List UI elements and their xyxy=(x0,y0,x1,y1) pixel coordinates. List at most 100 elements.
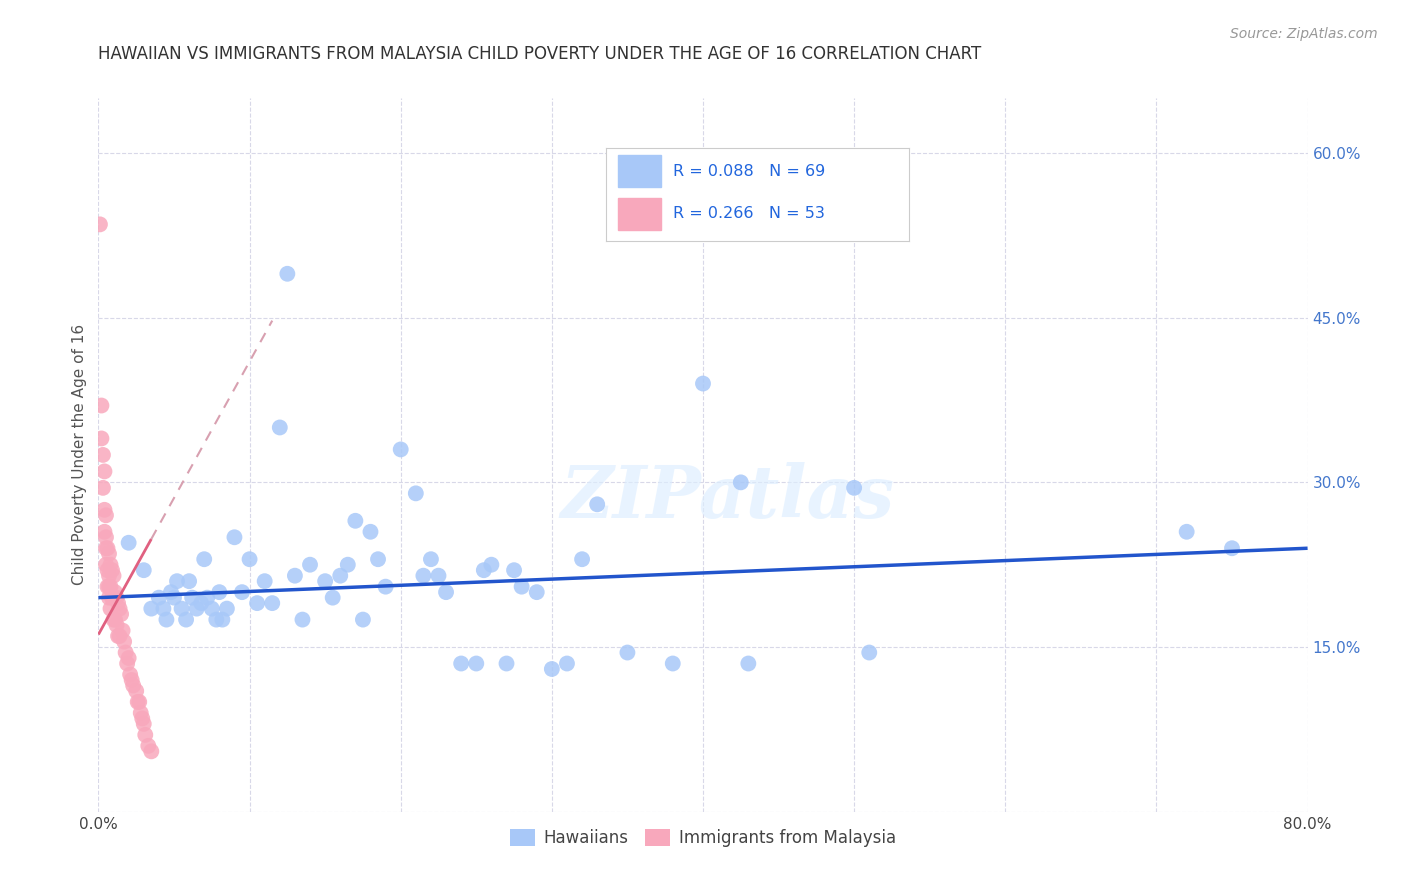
Point xyxy=(166,574,188,589)
Point xyxy=(100,601,122,615)
Point xyxy=(93,503,115,517)
Point xyxy=(98,568,121,582)
Point xyxy=(101,591,124,605)
Point xyxy=(616,646,638,660)
Point xyxy=(224,530,246,544)
Point xyxy=(215,601,238,615)
Point xyxy=(450,657,472,671)
Point xyxy=(526,585,548,599)
Point xyxy=(262,596,284,610)
Bar xyxy=(619,155,661,187)
Text: ZIPatlas: ZIPatlas xyxy=(560,462,894,533)
Point xyxy=(201,601,224,615)
Point xyxy=(141,601,163,615)
Point xyxy=(155,613,177,627)
Point xyxy=(100,580,122,594)
Point xyxy=(858,646,880,660)
Point xyxy=(510,580,533,594)
Point xyxy=(389,442,412,457)
Point xyxy=(360,524,382,539)
Point xyxy=(495,657,517,671)
Text: HAWAIIAN VS IMMIGRANTS FROM MALAYSIA CHILD POVERTY UNDER THE AGE OF 16 CORRELATI: HAWAIIAN VS IMMIGRANTS FROM MALAYSIA CHI… xyxy=(98,45,981,62)
Point xyxy=(481,558,503,572)
Point xyxy=(344,514,367,528)
Legend: Hawaiians, Immigrants from Malaysia: Hawaiians, Immigrants from Malaysia xyxy=(503,822,903,854)
Point xyxy=(115,657,138,671)
Point xyxy=(190,596,212,610)
Point xyxy=(269,420,291,434)
Point xyxy=(586,497,609,511)
Point xyxy=(503,563,526,577)
Point xyxy=(134,728,156,742)
Point xyxy=(205,613,228,627)
Point xyxy=(129,706,152,720)
Text: R = 0.088   N = 69: R = 0.088 N = 69 xyxy=(672,164,825,178)
Point xyxy=(98,591,121,605)
Point xyxy=(160,585,183,599)
Point xyxy=(329,568,352,582)
Point xyxy=(125,684,148,698)
Point xyxy=(177,574,201,589)
Point xyxy=(276,267,298,281)
Point xyxy=(89,218,111,232)
Point xyxy=(472,563,495,577)
Point xyxy=(127,695,149,709)
Point xyxy=(104,585,127,599)
Point xyxy=(571,552,593,566)
Point xyxy=(96,580,118,594)
Point xyxy=(186,601,208,615)
Point xyxy=(111,624,134,638)
Point xyxy=(231,585,253,599)
Point xyxy=(208,585,231,599)
Point xyxy=(132,717,155,731)
Point xyxy=(98,547,121,561)
Point xyxy=(118,651,141,665)
Point xyxy=(367,552,389,566)
Point xyxy=(132,563,155,577)
Bar xyxy=(619,198,661,230)
Point xyxy=(103,613,125,627)
Point xyxy=(104,613,127,627)
Y-axis label: Child Poverty Under the Age of 16: Child Poverty Under the Age of 16 xyxy=(72,325,87,585)
Point xyxy=(374,580,396,594)
Point xyxy=(93,464,115,478)
Point xyxy=(128,695,150,709)
Point xyxy=(114,646,136,660)
Point xyxy=(91,448,114,462)
Point xyxy=(661,657,683,671)
Point xyxy=(94,541,117,556)
Point xyxy=(737,657,759,671)
Text: Source: ZipAtlas.com: Source: ZipAtlas.com xyxy=(1230,27,1378,41)
Point xyxy=(110,607,132,621)
Point xyxy=(93,524,115,539)
Point xyxy=(118,535,141,549)
Point xyxy=(90,432,112,446)
Point xyxy=(136,739,159,753)
Point xyxy=(96,563,118,577)
Point xyxy=(211,613,233,627)
Point xyxy=(96,541,118,556)
Point xyxy=(246,596,269,610)
Point xyxy=(105,591,128,605)
Point xyxy=(193,552,215,566)
Point xyxy=(427,568,450,582)
Point xyxy=(108,629,131,643)
Point xyxy=(105,618,128,632)
Point xyxy=(284,568,307,582)
Point xyxy=(434,585,457,599)
Point xyxy=(98,580,121,594)
Point xyxy=(555,657,578,671)
Point xyxy=(405,486,427,500)
Point xyxy=(100,558,122,572)
Point xyxy=(103,568,125,582)
Text: R = 0.266   N = 53: R = 0.266 N = 53 xyxy=(672,205,825,220)
Point xyxy=(844,481,866,495)
Point xyxy=(299,558,322,572)
Point xyxy=(94,530,117,544)
Point xyxy=(91,481,114,495)
Point xyxy=(120,667,142,681)
Point xyxy=(101,563,124,577)
Point xyxy=(730,475,752,490)
Point xyxy=(152,601,174,615)
Point xyxy=(108,601,131,615)
